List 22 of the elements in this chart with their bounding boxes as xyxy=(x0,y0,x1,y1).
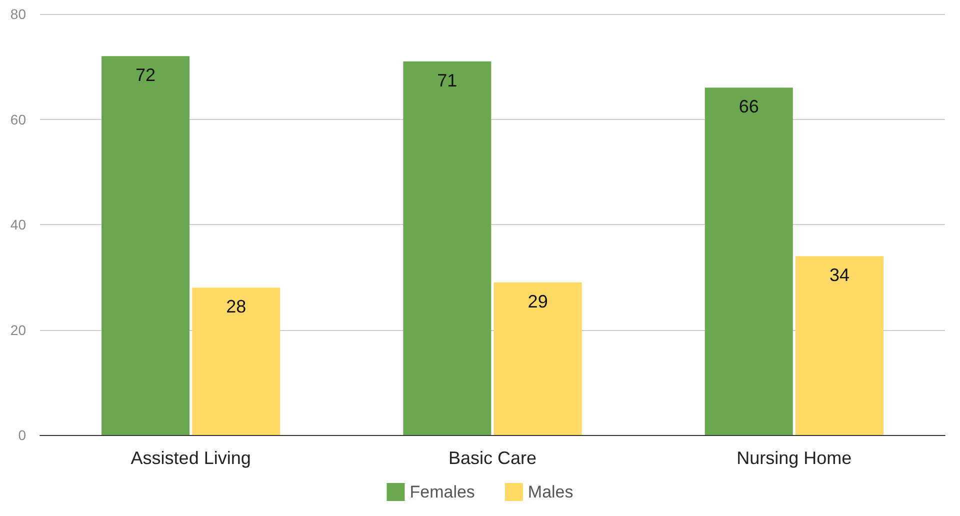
legend-label: Females xyxy=(410,482,475,502)
x-tick-label: Basic Care xyxy=(448,448,537,468)
bar xyxy=(403,61,492,435)
data-label: 28 xyxy=(226,296,246,317)
data-label: 34 xyxy=(829,265,850,286)
bar xyxy=(494,282,582,435)
bar xyxy=(795,256,884,435)
bar xyxy=(102,56,190,435)
bar xyxy=(192,288,280,435)
legend-label: Males xyxy=(528,482,574,502)
y-tick-label: 60 xyxy=(10,111,26,128)
data-label: 71 xyxy=(437,70,458,90)
data-label: 29 xyxy=(528,291,548,312)
y-tick-label: 20 xyxy=(10,322,26,338)
data-label: 72 xyxy=(136,65,156,86)
x-tick-label: Assisted Living xyxy=(130,448,251,468)
y-tick-label: 80 xyxy=(10,6,26,22)
bar xyxy=(704,88,793,435)
y-tick-label: 40 xyxy=(10,216,26,232)
data-label: 66 xyxy=(738,96,759,117)
y-tick-label: 0 xyxy=(18,427,26,443)
x-tick-label: Nursing Home xyxy=(736,448,852,468)
